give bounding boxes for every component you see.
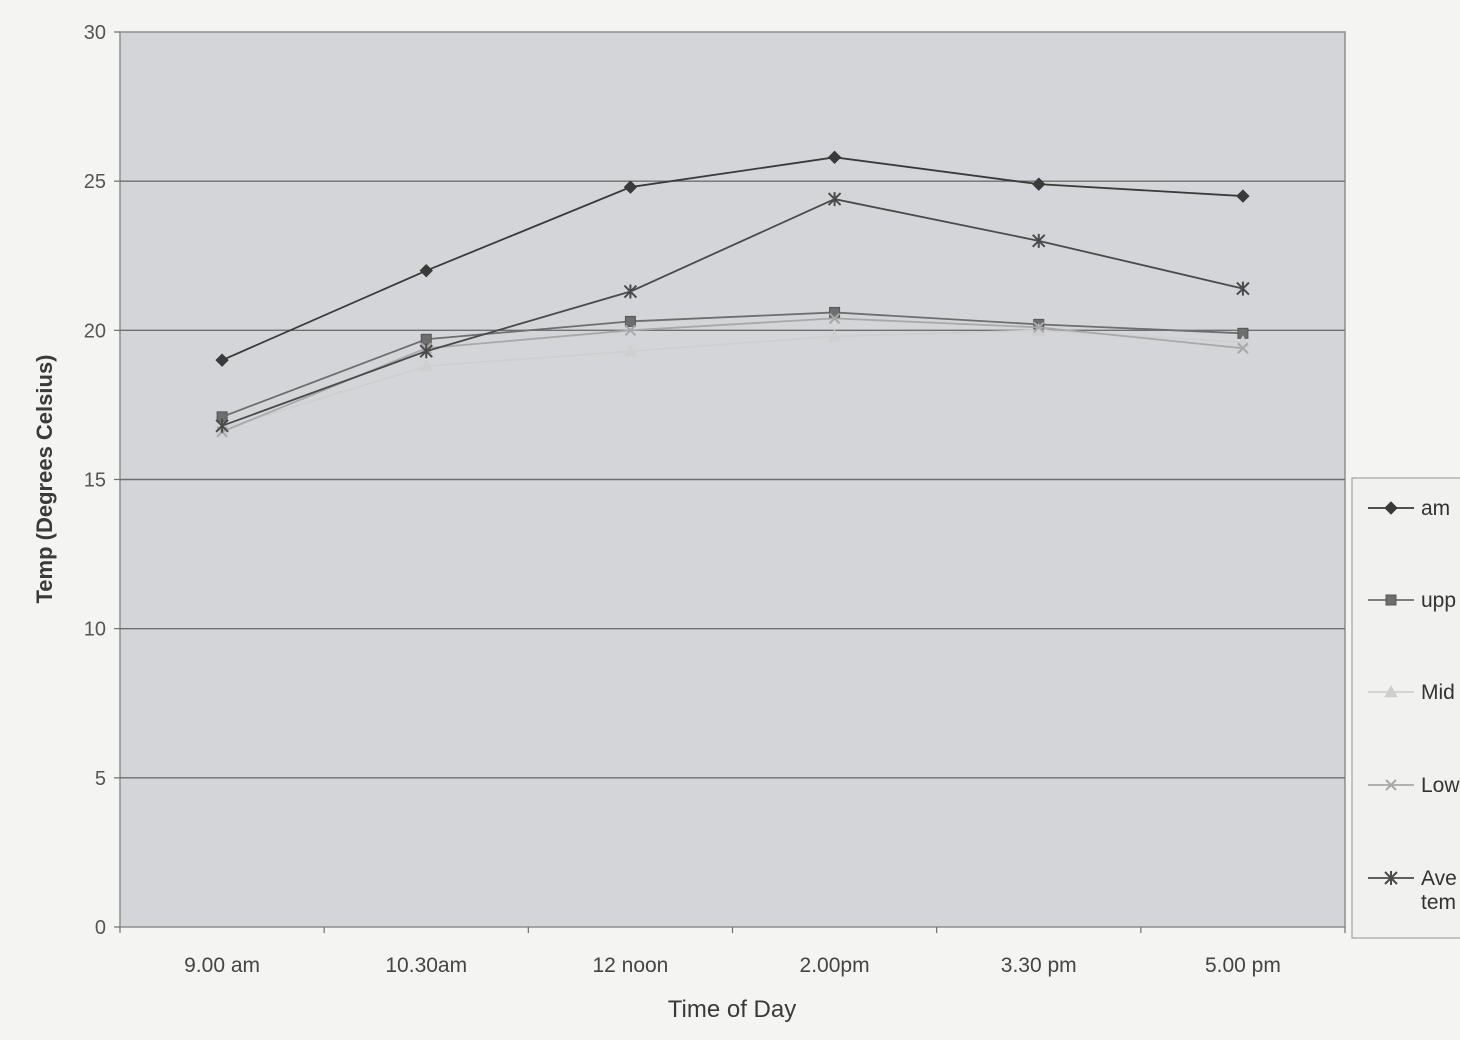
- legend-marker: [1384, 871, 1398, 885]
- legend-item: Mid: [1368, 681, 1455, 704]
- data-point: [1236, 281, 1250, 296]
- x-axis-title: Time of Day: [668, 996, 796, 1023]
- x-tick-label: 5.00 pm: [1205, 954, 1281, 977]
- y-tick-label: 5: [95, 768, 106, 790]
- data-point: [419, 344, 433, 359]
- legend-label: Mid: [1421, 681, 1455, 704]
- data-point: [215, 353, 229, 367]
- x-tick-label: 3.30 pm: [1001, 954, 1077, 977]
- data-point: [827, 192, 842, 207]
- legend-label: Ave tem: [1421, 867, 1457, 914]
- legend-label-line: tem: [1421, 891, 1456, 914]
- series-line: [221, 317, 1244, 433]
- legend-label-line: Ave: [1421, 867, 1457, 890]
- legend-marker: [1384, 501, 1398, 515]
- data-point: [1032, 233, 1046, 248]
- y-tick-label: 0: [95, 917, 106, 939]
- series-1: [215, 150, 1250, 367]
- y-tick-label: 30: [84, 22, 106, 44]
- data-point: [827, 150, 842, 165]
- legend-item: Low: [1368, 774, 1460, 797]
- y-tick-label: 20: [84, 320, 106, 342]
- legend-label: am: [1421, 497, 1450, 520]
- y-tick-label: 25: [84, 171, 106, 193]
- data-point: [623, 284, 638, 299]
- data-point: [1032, 177, 1046, 191]
- gridlines: [120, 180, 1345, 779]
- series-5: [215, 192, 1250, 433]
- legend-marker: [1385, 594, 1397, 606]
- data-point: [1237, 342, 1249, 354]
- legend-marker: [1384, 684, 1398, 698]
- data-point: [1236, 189, 1250, 203]
- data-point: [623, 344, 638, 357]
- series-4: [216, 312, 1249, 438]
- data-point: [624, 315, 636, 327]
- legend-label: upp: [1421, 589, 1456, 612]
- data-point: [420, 333, 432, 345]
- series-line: [221, 311, 1243, 418]
- data-point: [828, 312, 841, 325]
- data-point: [1033, 321, 1045, 334]
- data-point: [623, 180, 638, 194]
- data-point: [215, 418, 229, 433]
- y-tick-label: 10: [84, 619, 106, 641]
- x-tick-label: 10.30am: [385, 954, 467, 977]
- y-tick-label: 15: [84, 470, 106, 492]
- legend-box: [1351, 477, 1460, 939]
- legend-item: upp: [1368, 589, 1456, 612]
- legend-item: am: [1368, 497, 1450, 520]
- data-point: [419, 263, 433, 278]
- x-tick-label: 9.00 am: [184, 954, 260, 977]
- data-point: [624, 324, 637, 337]
- legend: am upp Mid Low Ave tem: [1351, 477, 1460, 939]
- x-axis-ticks: 9.00 am 10.30am 12 noon 2.00pm 3.30 pm 5.00 p…: [119, 927, 1346, 977]
- x-tick-label: 2.00pm: [800, 954, 870, 977]
- legend-marker: [1385, 779, 1397, 791]
- x-tick-label: 12 noon: [592, 954, 668, 977]
- legend-item: Ave tem: [1368, 867, 1457, 914]
- series-group: [215, 150, 1250, 438]
- legend-label: Low: [1421, 774, 1460, 797]
- data-point: [419, 359, 434, 372]
- series-line: [221, 198, 1244, 427]
- y-axis-title: Temp (Degrees Celsius): [32, 354, 57, 603]
- series-line: [221, 156, 1243, 361]
- data-point: [827, 329, 842, 342]
- series-line: [221, 329, 1243, 430]
- y-axis-ticks: 0 5 10 15 20 25 30: [84, 22, 120, 939]
